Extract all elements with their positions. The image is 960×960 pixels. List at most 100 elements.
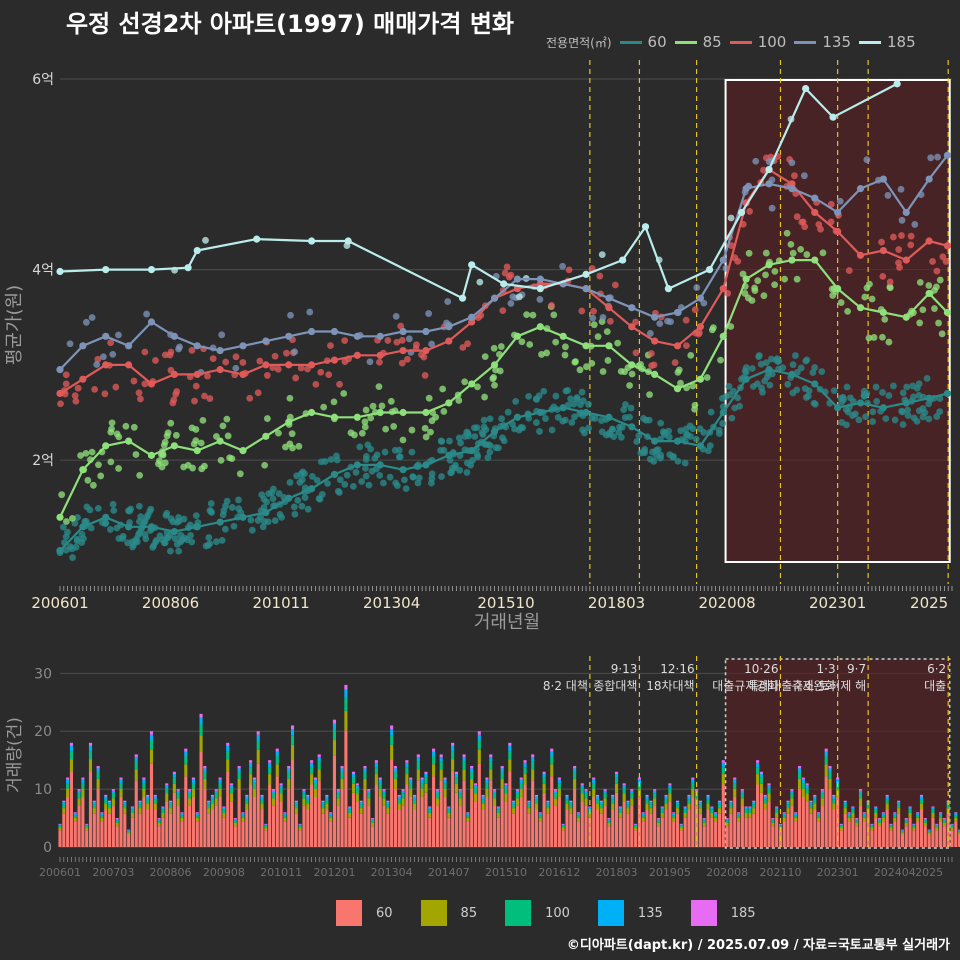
price-point-60: [923, 374, 931, 382]
volume-bar-100: [493, 793, 497, 799]
volume-bar-60: [470, 788, 474, 847]
volume-bar-100: [96, 772, 100, 779]
volume-bar-135: [569, 802, 573, 805]
volume-bar-60: [950, 830, 954, 847]
price-y-tick-label: 2억: [32, 453, 54, 469]
volume-bar-185: [797, 765, 802, 769]
price-point-85: [491, 381, 498, 389]
volume-bar-100: [839, 825, 844, 828]
volume-bar-60: [58, 830, 62, 847]
volume-bar-100: [595, 799, 600, 804]
volume-bar-60: [847, 821, 851, 847]
price-point-135: [898, 216, 906, 224]
volume-bar-85: [569, 808, 573, 814]
volume-bar-85: [172, 783, 176, 793]
volume-bar-185: [184, 748, 188, 752]
volume-bar-60: [714, 821, 718, 847]
volume-bar-100: [817, 815, 821, 818]
volume-bar-135: [740, 790, 744, 794]
volume-bar-85: [832, 803, 836, 810]
price-point-135: [444, 298, 452, 305]
volume-bar-60: [874, 817, 878, 847]
volume-bar-100: [405, 767, 409, 775]
volume-bar-135: [515, 790, 519, 794]
price-point-60: [578, 388, 586, 396]
volume-bar-60: [691, 796, 695, 847]
price-point-60: [910, 414, 918, 422]
volume-bar-100: [512, 804, 516, 809]
volume-bar-85: [443, 788, 447, 797]
volume-bar-185: [466, 812, 470, 814]
volume-bar-85: [252, 788, 256, 797]
price-point-85: [367, 414, 375, 422]
volume-bar-60: [81, 796, 85, 847]
volume-bar-185: [218, 777, 222, 780]
price-line-marker-60: [125, 523, 133, 531]
price-point-85: [861, 293, 869, 301]
price-point-100: [671, 359, 679, 366]
volume-bar-185: [287, 765, 291, 769]
volume-bar-100: [108, 804, 112, 809]
price-point-60: [863, 390, 871, 398]
price-point-60: [554, 413, 562, 421]
volume-bar-135: [451, 745, 455, 752]
price-point-60: [153, 536, 160, 544]
volume-bar-60: [927, 834, 931, 847]
volume-bar-185: [302, 789, 306, 791]
volume-bar-100: [813, 799, 817, 804]
price-point-85: [136, 471, 144, 479]
price-point-60: [362, 472, 370, 480]
price-point-100: [91, 385, 99, 393]
volume-bar-135: [958, 830, 960, 832]
volume-bar-85: [512, 808, 516, 814]
volume-bar-85: [935, 827, 939, 831]
price-point-85: [583, 363, 590, 371]
volume-bar-85: [554, 798, 558, 806]
price-point-60: [706, 442, 714, 450]
policy-label-name: 8·2 대책: [543, 678, 588, 693]
volume-bar-135: [111, 790, 115, 794]
price-point-85: [288, 430, 296, 438]
volume-bar-100: [824, 756, 828, 765]
volume-bar-100: [717, 804, 722, 809]
volume-bar-85: [123, 808, 127, 814]
volume-bar-100: [237, 772, 241, 779]
price-point-100: [232, 353, 240, 361]
volume-bar-185: [283, 812, 287, 814]
price-line-marker-135: [605, 294, 613, 302]
price-point-85: [68, 514, 76, 522]
volume-bar-100: [249, 767, 253, 775]
volume-bar-60: [908, 817, 912, 847]
volume-bar-135: [493, 790, 497, 794]
volume-bar-185: [420, 777, 424, 780]
price-point-60: [910, 393, 917, 401]
volume-bar-185: [428, 806, 432, 808]
volume-bar-185: [412, 794, 417, 797]
price-point-60: [124, 539, 132, 547]
price-point-60: [933, 413, 941, 420]
volume-bar-85: [775, 812, 779, 818]
price-point-60: [166, 547, 174, 555]
volume-bar-100: [660, 809, 664, 813]
price-point-60: [904, 406, 912, 414]
volume-bar-100: [687, 799, 691, 804]
volume-bar-85: [199, 735, 203, 752]
price-point-85: [936, 276, 944, 284]
volume-bar-135: [363, 768, 367, 773]
price-point-60: [641, 449, 649, 457]
volume-bar-135: [904, 818, 908, 821]
price-point-100: [727, 242, 735, 249]
volume-bar-185: [710, 806, 714, 808]
price-line-marker-60: [353, 461, 361, 469]
policy-label-date: 1·3: [817, 662, 836, 676]
volume-bar-100: [691, 783, 695, 789]
volume-bar-135: [748, 807, 752, 810]
volume-bar-60: [210, 809, 215, 847]
volume-bar-135: [908, 807, 912, 810]
price-line-marker-85: [696, 375, 705, 383]
volume-bar-60: [111, 805, 115, 847]
volume-bar-100: [386, 804, 390, 809]
volume-bar-185: [195, 812, 199, 814]
price-point-85: [282, 443, 289, 451]
volume-bar-85: [374, 774, 378, 785]
